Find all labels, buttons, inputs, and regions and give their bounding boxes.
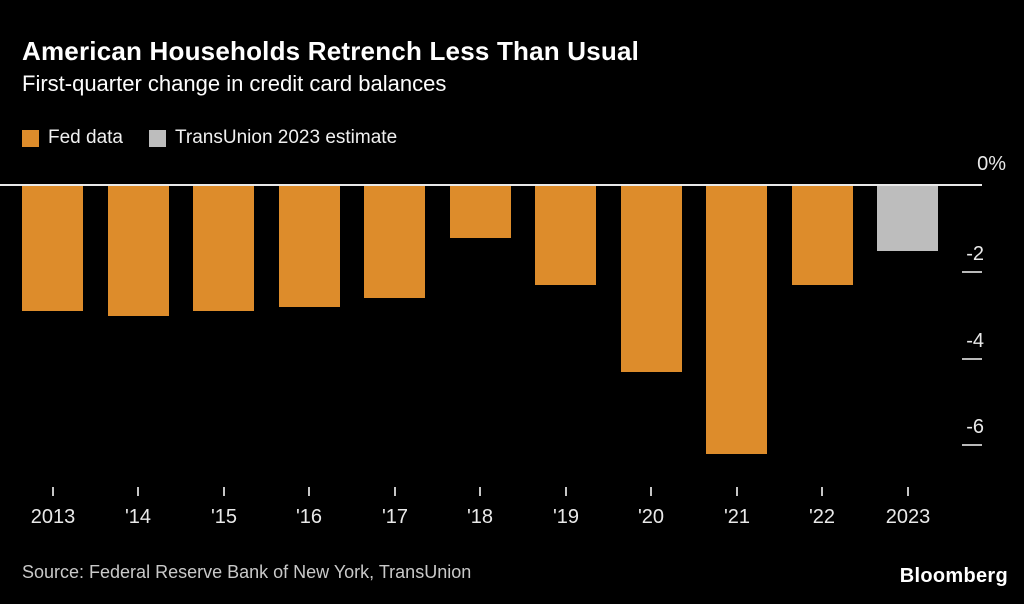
- y-axis-label: -2: [966, 243, 984, 265]
- bar-15: [193, 186, 254, 311]
- x-tick-17: [394, 487, 396, 496]
- x-tick-20: [650, 487, 652, 496]
- x-tick-16: [308, 487, 310, 496]
- x-axis-label: '16: [295, 506, 323, 528]
- x-tick-14: [137, 487, 139, 496]
- chart-subtitle: First-quarter change in credit card bala…: [22, 71, 447, 96]
- x-axis-label: 2023: [885, 506, 931, 528]
- x-axis-label: '22: [808, 506, 836, 528]
- y-axis-label: -4: [966, 330, 984, 352]
- legend: Fed data TransUnion 2023 estimate: [22, 127, 397, 149]
- y-tick-6: [962, 444, 982, 446]
- y-tick-4: [962, 358, 982, 360]
- x-axis-label: '14: [124, 506, 152, 528]
- legend-label: TransUnion 2023 estimate: [175, 127, 398, 148]
- x-tick-18: [479, 487, 481, 496]
- x-tick-2023: [907, 487, 909, 496]
- y-axis-label: -6: [966, 416, 984, 438]
- bar-22: [792, 186, 853, 285]
- bar-19: [535, 186, 596, 285]
- y-tick-2: [962, 271, 982, 273]
- x-tick-2013: [52, 487, 54, 496]
- x-axis-label: '21: [723, 506, 751, 528]
- x-tick-22: [821, 487, 823, 496]
- bloomberg-logo: Bloomberg: [899, 565, 1008, 587]
- legend-item-fed-data: Fed data: [22, 127, 123, 149]
- x-axis-label: 2013: [30, 506, 76, 528]
- bar-18: [450, 186, 511, 238]
- page-title: American Households Retrench Less Than U…: [22, 36, 640, 66]
- legend-label: Fed data: [48, 127, 123, 148]
- bar-16: [279, 186, 340, 307]
- x-tick-15: [223, 487, 225, 496]
- bar-14: [108, 186, 169, 316]
- legend-swatch-gray-icon: [149, 129, 166, 147]
- x-axis-label: '18: [466, 506, 494, 528]
- zero-baseline: [0, 184, 982, 186]
- y-axis-label-zero: 0%: [977, 153, 1006, 175]
- bar-2013: [22, 186, 83, 311]
- bar-2023-estimate: [877, 186, 938, 251]
- x-tick-21: [736, 487, 738, 496]
- x-axis-label: '15: [210, 506, 238, 528]
- legend-item-transunion-estimate: TransUnion 2023 estimate: [149, 127, 397, 149]
- bar-17: [364, 186, 425, 298]
- x-axis-label: '17: [381, 506, 409, 528]
- bar-21: [706, 186, 767, 454]
- bar-20: [621, 186, 682, 372]
- legend-swatch-orange-icon: [22, 129, 39, 147]
- x-axis-label: '19: [552, 506, 580, 528]
- x-axis-label: '20: [637, 506, 665, 528]
- x-tick-19: [565, 487, 567, 496]
- source-note: Source: Federal Reserve Bank of New York…: [22, 562, 472, 582]
